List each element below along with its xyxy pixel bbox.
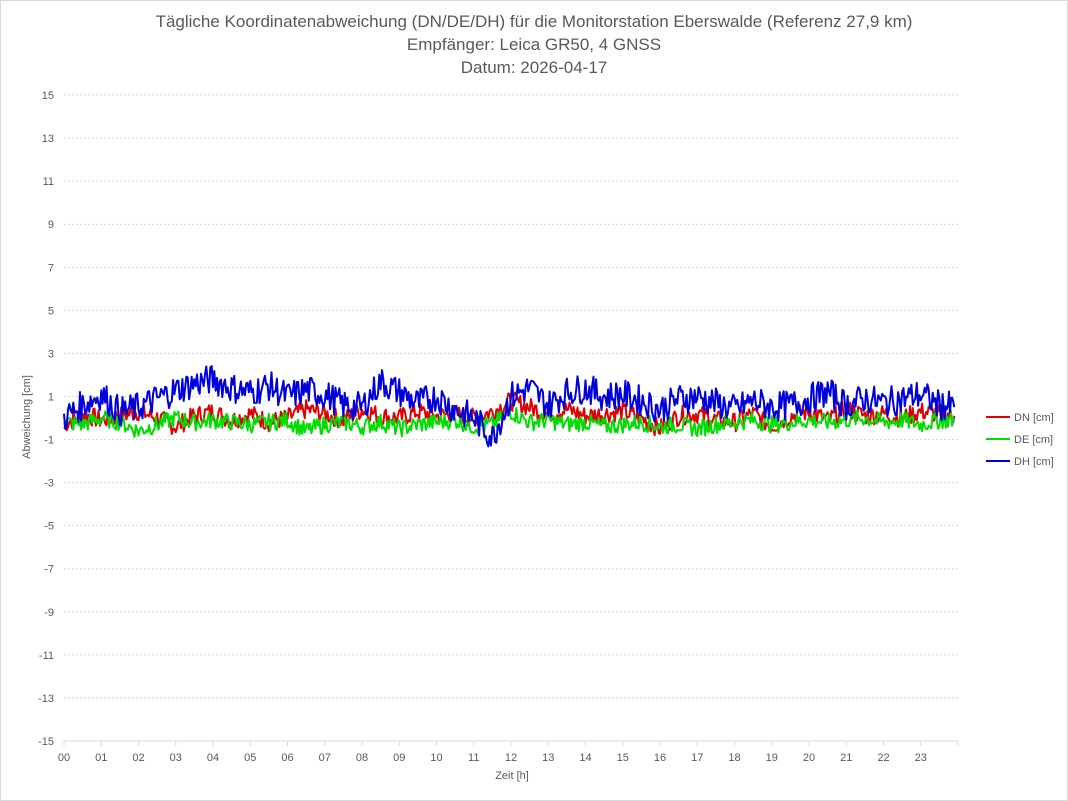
- grid: [63, 94, 959, 746]
- x-tick-label: 08: [356, 752, 368, 764]
- x-tick-label: 03: [170, 752, 182, 764]
- x-tick-label: 22: [877, 752, 889, 764]
- x-tick-label: 00: [58, 752, 70, 764]
- y-tick-label: 5: [48, 305, 54, 317]
- series-line-2: [63, 407, 956, 438]
- x-tick-label: 02: [132, 752, 144, 764]
- x-tick-label: 19: [766, 752, 778, 764]
- chart-subtitle: Empfänger: Leica GR50, 4 GNSS: [406, 35, 662, 54]
- x-tick-label: 16: [654, 752, 666, 764]
- y-tick-label: -7: [44, 564, 54, 576]
- y-tick-label: -15: [38, 736, 54, 748]
- x-tick-label: 06: [281, 752, 293, 764]
- x-tick-label: 07: [319, 752, 331, 764]
- legend-label: DE [cm]: [1014, 434, 1053, 446]
- x-tick-label: 09: [393, 752, 405, 764]
- x-axis-label: Zeit [h]: [495, 770, 529, 782]
- chart-title: Tägliche Koordinatenabweichung (DN/DE/DH…: [155, 12, 913, 31]
- chart-date: Datum: 2026-04-17: [460, 58, 608, 77]
- x-tick-label: 05: [244, 752, 256, 764]
- y-tick-label: -5: [44, 521, 54, 533]
- x-tick-label: 10: [430, 752, 442, 764]
- x-tick-label: 23: [915, 752, 927, 764]
- x-tick-label: 01: [95, 752, 107, 764]
- y-tick-label: 1: [48, 391, 54, 403]
- x-axis-ticks: 00 01 02 03 04 05 06 07 08 09 10 11 12 13 14 15 16 17 18 19…: [58, 752, 927, 764]
- y-tick-label: -11: [39, 650, 54, 662]
- x-tick-label: 13: [542, 752, 554, 764]
- x-tick-label: 18: [728, 752, 740, 764]
- x-tick-label: 20: [803, 752, 815, 764]
- x-tick-label: 11: [468, 752, 479, 764]
- y-tick-label: 3: [48, 348, 54, 360]
- y-tick-label: 9: [48, 219, 54, 231]
- y-tick-label: -1: [44, 435, 54, 447]
- y-axis-ticks: 15 13 11 9 7 5 3 1 -1 -3 -5 -7 -9 -11 -13 -15: [38, 90, 54, 748]
- y-axis-label: Abweichung [cm]: [21, 375, 33, 459]
- legend-label: DN [cm]: [1014, 412, 1054, 424]
- legend: DN [cm] DE [cm] DH [cm]: [986, 412, 1054, 468]
- y-tick-label: -13: [38, 693, 54, 705]
- x-tick-label: 21: [840, 752, 852, 764]
- series-line-3: [63, 365, 956, 448]
- y-tick-label: 11: [43, 176, 54, 188]
- x-tick-label: 14: [579, 752, 591, 764]
- y-tick-label: 15: [42, 90, 54, 102]
- y-tick-label: -3: [44, 478, 54, 490]
- legend-label: DH [cm]: [1014, 456, 1054, 468]
- x-tick-label: 17: [691, 752, 703, 764]
- y-tick-label: 7: [48, 262, 54, 274]
- series-group: [63, 365, 956, 448]
- y-tick-label: -9: [44, 607, 54, 619]
- x-tick-label: 12: [505, 752, 517, 764]
- y-tick-label: 13: [42, 133, 54, 145]
- x-tick-label: 15: [617, 752, 629, 764]
- x-tick-label: 04: [207, 752, 219, 764]
